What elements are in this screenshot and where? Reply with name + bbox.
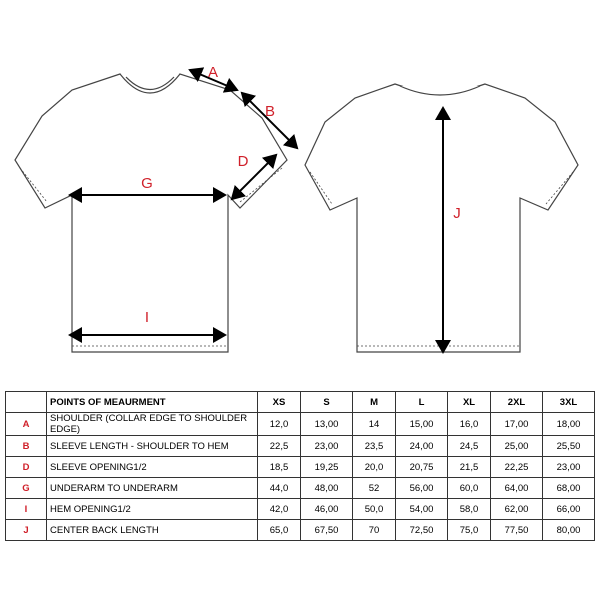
table-row: G UNDERARM TO UNDERARM 44,0 48,00 52 56,00 60,… — [5, 477, 595, 499]
back-shirt — [304, 83, 579, 353]
table-cell: 20,0 — [351, 456, 397, 478]
table-cell: 14 — [351, 412, 397, 436]
table-cell: SLEEVE OPENING1/2 — [46, 456, 258, 478]
table-cell: B — [5, 435, 47, 457]
table-cell: G — [5, 477, 47, 499]
shirt-diagram: A B D G I J — [14, 64, 579, 354]
table-cell: 56,00 — [395, 477, 448, 499]
table-cell: 24,00 — [395, 435, 448, 457]
size-table: POINTS OF MEAURMENT XS S M L XL 2XL 3XL A SHOULD… — [5, 391, 595, 541]
label: A — [208, 64, 218, 81]
table-cell: 18,00 — [542, 412, 595, 436]
table-cell: 77,50 — [490, 519, 543, 541]
table-cell: SLEEVE LENGTH - SHOULDER TO HEM — [46, 435, 258, 457]
table-cell: XS — [256, 391, 302, 413]
table-cell: D — [5, 456, 47, 478]
table-cell: 62,00 — [490, 498, 543, 520]
table-cell: 20,75 — [395, 456, 448, 478]
table-cell: 17,00 — [490, 412, 543, 436]
table-cell: J — [5, 519, 47, 541]
table-cell: 80,00 — [542, 519, 595, 541]
table-cell: 54,00 — [395, 498, 448, 520]
arrow-d — [230, 153, 278, 201]
table-body: A SHOULDER (COLLAR EDGE TO SHOULDER EDGE)… — [5, 412, 595, 541]
label: G — [141, 175, 153, 192]
table-row: J CENTER BACK LENGTH 65,0 67,50 70 72,50 75,0 7… — [5, 519, 595, 541]
table-row: A SHOULDER (COLLAR EDGE TO SHOULDER EDGE)… — [5, 412, 595, 436]
table-cell: XL — [446, 391, 492, 413]
table-cell: 13,00 — [300, 412, 353, 436]
table-cell: 58,0 — [446, 498, 492, 520]
table-cell: A — [5, 412, 47, 436]
table-cell: 25,50 — [542, 435, 595, 457]
table-cell: POINTS OF MEAURMENT — [46, 391, 258, 413]
back-collar — [399, 85, 481, 96]
label: D — [238, 153, 249, 170]
table-row: B SLEEVE LENGTH - SHOULDER TO HEM 22,5 23,0… — [5, 435, 595, 457]
table-cell: 46,00 — [300, 498, 353, 520]
table-cell: 67,50 — [300, 519, 353, 541]
table-cell: 16,0 — [446, 412, 492, 436]
table-cell: 3XL — [542, 391, 595, 413]
table-cell: 23,00 — [300, 435, 353, 457]
table-cell: 19,25 — [300, 456, 353, 478]
arrow-a — [188, 67, 239, 93]
table-cell: M — [351, 391, 397, 413]
table-cell: 18,5 — [256, 456, 302, 478]
label: J — [453, 205, 461, 222]
table-cell: 70 — [351, 519, 397, 541]
table-cell: S — [300, 391, 353, 413]
table-cell: UNDERARM TO UNDERARM — [46, 477, 258, 499]
table-row: D SLEEVE OPENING1/2 18,5 19,25 20,0 20,75 21,5… — [5, 456, 595, 478]
table-cell: 23,00 — [542, 456, 595, 478]
header-row: POINTS OF MEAURMENT XS S M L XL 2XL 3XL — [5, 391, 595, 413]
table-cell: 22,5 — [256, 435, 302, 457]
table-cell: 66,00 — [542, 498, 595, 520]
table-cell: L — [395, 391, 448, 413]
table-cell: I — [5, 498, 47, 520]
label: B — [265, 103, 275, 120]
table-cell: 44,0 — [256, 477, 302, 499]
table-cell: 52 — [351, 477, 397, 499]
front-shirt — [14, 73, 288, 353]
table-cell: 25,00 — [490, 435, 543, 457]
front-collar — [119, 73, 181, 94]
table-cell: SHOULDER (COLLAR EDGE TO SHOULDER EDGE) — [46, 412, 258, 436]
table-cell: 50,0 — [351, 498, 397, 520]
table-cell: 12,0 — [256, 412, 302, 436]
table-cell: 15,00 — [395, 412, 448, 436]
table-cell: 64,00 — [490, 477, 543, 499]
table-cell: 48,00 — [300, 477, 353, 499]
arrow-b — [240, 91, 299, 150]
table-cell: 22,25 — [490, 456, 543, 478]
table-cell: 65,0 — [256, 519, 302, 541]
table-cell: 23,5 — [351, 435, 397, 457]
table-cell: 21,5 — [446, 456, 492, 478]
table-row: I HEM OPENING1/2 42,0 46,00 50,0 54,00 58,0 62,… — [5, 498, 595, 520]
table-cell: CENTER BACK LENGTH — [46, 519, 258, 541]
table-cell: 24,5 — [446, 435, 492, 457]
label: I — [145, 309, 149, 326]
table-cell: 42,0 — [256, 498, 302, 520]
table-header: POINTS OF MEAURMENT XS S M L XL 2XL 3XL — [5, 391, 595, 413]
table-cell: 72,50 — [395, 519, 448, 541]
measure-arrows — [68, 67, 451, 354]
table-cell — [5, 391, 47, 413]
table-cell: 68,00 — [542, 477, 595, 499]
table-cell: HEM OPENING1/2 — [46, 498, 258, 520]
table-cell: 60,0 — [446, 477, 492, 499]
table-cell: 2XL — [490, 391, 543, 413]
shirt-outlines — [14, 73, 579, 353]
table-cell: 75,0 — [446, 519, 492, 541]
